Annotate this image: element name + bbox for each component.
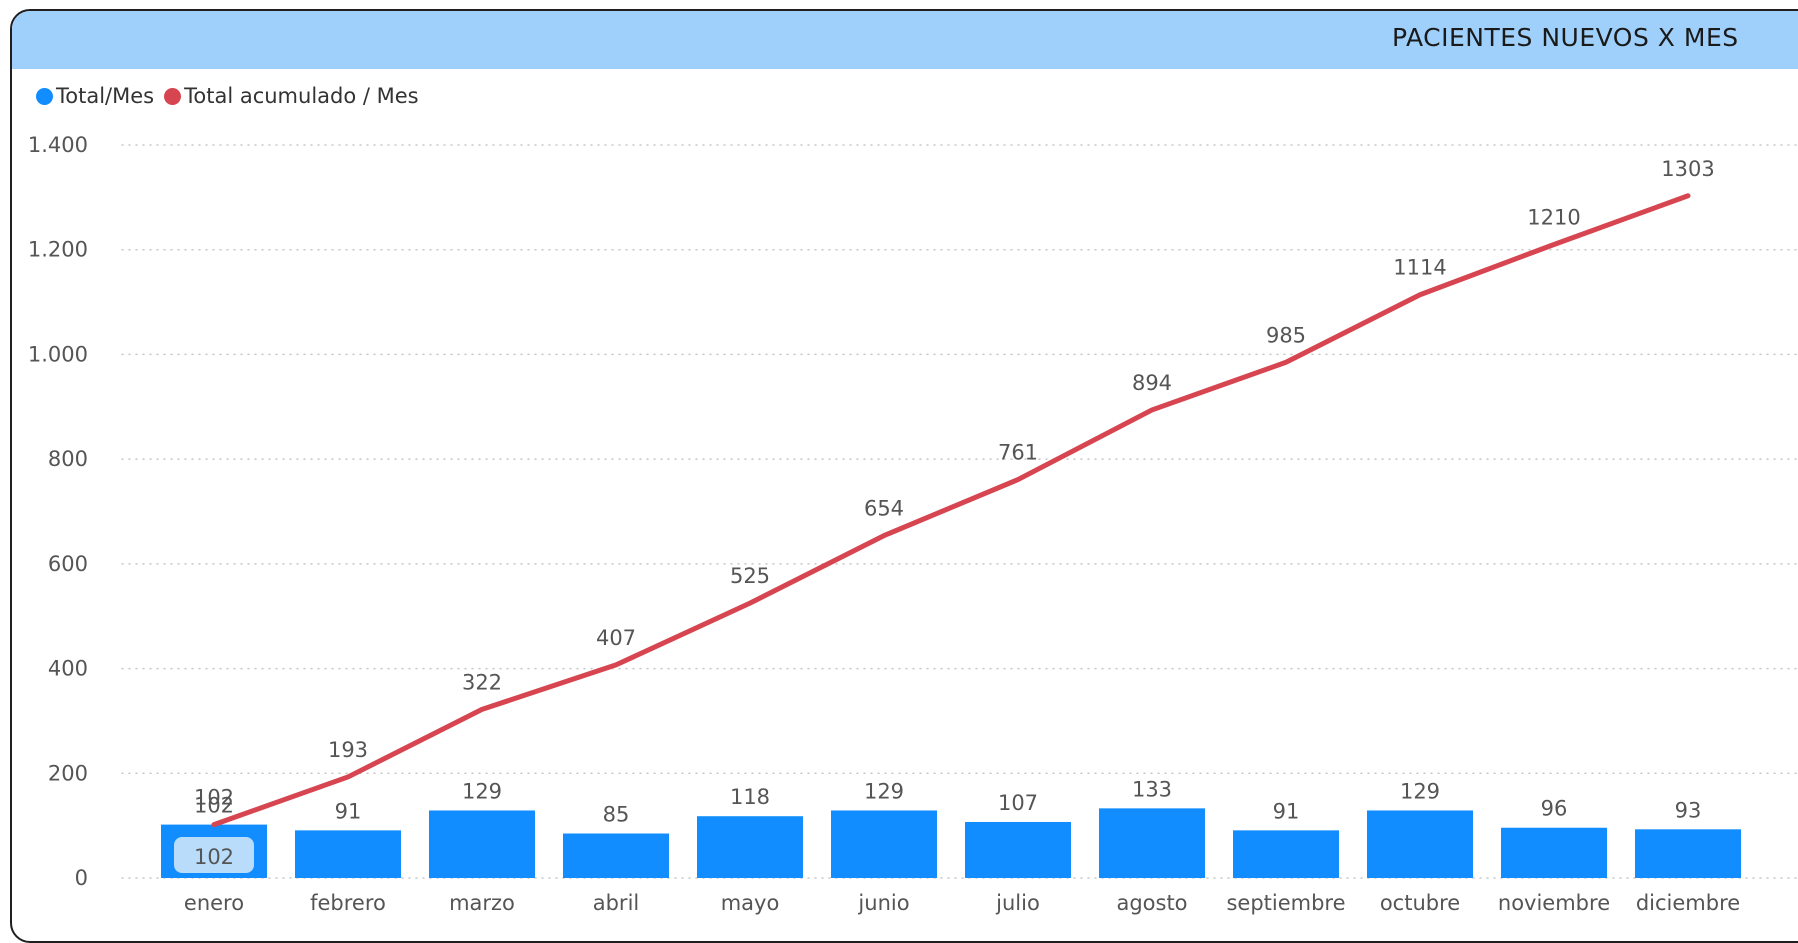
line-data-label: 525 bbox=[730, 564, 770, 588]
bar-highlight-badge bbox=[174, 837, 254, 873]
line-data-label: 1303 bbox=[1661, 157, 1714, 181]
chart-title: PACIENTES NUEVOS X MES bbox=[1392, 23, 1739, 52]
line-data-label: 407 bbox=[596, 626, 636, 650]
bar-data-label: 93 bbox=[1675, 798, 1702, 822]
x-tick-label: febrero bbox=[310, 891, 386, 915]
line-data-label: 322 bbox=[462, 670, 502, 694]
line-data-label: 761 bbox=[998, 441, 1038, 465]
line-data-label: 654 bbox=[864, 497, 904, 521]
x-tick-label: septiembre bbox=[1226, 891, 1345, 915]
bar-total-mes bbox=[831, 810, 937, 878]
x-tick-label: julio bbox=[995, 891, 1040, 915]
bar-data-label: 129 bbox=[462, 779, 502, 803]
x-tick-label: octubre bbox=[1380, 891, 1460, 915]
bar-total-mes bbox=[1099, 808, 1205, 878]
bar-data-label: 102 bbox=[194, 794, 234, 818]
x-tick-label: abril bbox=[593, 891, 640, 915]
line-data-label: 985 bbox=[1266, 323, 1306, 347]
bar-total-mes bbox=[1635, 829, 1741, 878]
chart-header: PACIENTES NUEVOS X MES bbox=[12, 11, 1798, 69]
bar-total-mes bbox=[697, 816, 803, 878]
y-tick-label: 1.000 bbox=[28, 342, 88, 366]
bar-total-mes bbox=[295, 830, 401, 878]
y-tick-label: 800 bbox=[48, 447, 88, 471]
y-tick-label: 0 bbox=[75, 866, 88, 890]
y-tick-label: 400 bbox=[48, 657, 88, 681]
x-tick-label: junio bbox=[857, 891, 909, 915]
bar-data-label: 118 bbox=[730, 785, 770, 809]
bar-total-mes bbox=[429, 810, 535, 878]
bar-data-label: 107 bbox=[998, 791, 1038, 815]
legend-label-total-acumulado: Total acumulado / Mes bbox=[184, 84, 419, 108]
legend-item-total-mes[interactable]: Total/Mes bbox=[36, 84, 154, 108]
bar-data-label: 91 bbox=[1273, 799, 1300, 823]
x-tick-label: marzo bbox=[449, 891, 515, 915]
line-data-label: 102 bbox=[194, 786, 234, 810]
bar-total-mes bbox=[1367, 810, 1473, 878]
line-data-label: 1210 bbox=[1527, 205, 1580, 229]
bar-data-label: 129 bbox=[1400, 779, 1440, 803]
y-tick-label: 600 bbox=[48, 552, 88, 576]
x-tick-label: mayo bbox=[721, 891, 780, 915]
y-tick-label: 200 bbox=[48, 761, 88, 785]
bar-highlight-label: 102 bbox=[194, 845, 234, 869]
line-total-acumulado bbox=[211, 193, 1691, 828]
x-tick-label: agosto bbox=[1116, 891, 1187, 915]
legend-marker-total-acumulado bbox=[164, 87, 182, 105]
x-tick-label: enero bbox=[184, 891, 244, 915]
bar-total-mes bbox=[965, 821, 1071, 878]
bar-data-label: 96 bbox=[1541, 797, 1568, 821]
line-data-label: 193 bbox=[328, 738, 368, 762]
y-tick-label: 1.400 bbox=[28, 133, 88, 157]
x-tick-label: noviembre bbox=[1498, 891, 1610, 915]
line-data-label: 1114 bbox=[1393, 256, 1446, 280]
chart-card: PACIENTES NUEVOS X MES Total/Mes Total a… bbox=[10, 9, 1798, 943]
line-data-label: 894 bbox=[1132, 371, 1172, 395]
x-tick-label: diciembre bbox=[1636, 891, 1740, 915]
bar-data-label: 91 bbox=[335, 799, 362, 823]
bar-data-label: 133 bbox=[1132, 777, 1172, 801]
bar-total-mes bbox=[563, 833, 669, 878]
bar-total-mes bbox=[1233, 830, 1339, 878]
chart-legend: Total/Mes Total acumulado / Mes bbox=[36, 84, 429, 108]
legend-label-total-mes: Total/Mes bbox=[56, 84, 155, 108]
legend-item-total-acumulado[interactable]: Total acumulado / Mes bbox=[164, 84, 419, 108]
legend-marker-total-mes bbox=[36, 87, 53, 105]
bar-data-label: 85 bbox=[603, 802, 630, 826]
bar-total-mes bbox=[1501, 827, 1607, 878]
y-tick-label: 1.200 bbox=[28, 238, 88, 262]
bar-data-label: 129 bbox=[864, 779, 904, 803]
